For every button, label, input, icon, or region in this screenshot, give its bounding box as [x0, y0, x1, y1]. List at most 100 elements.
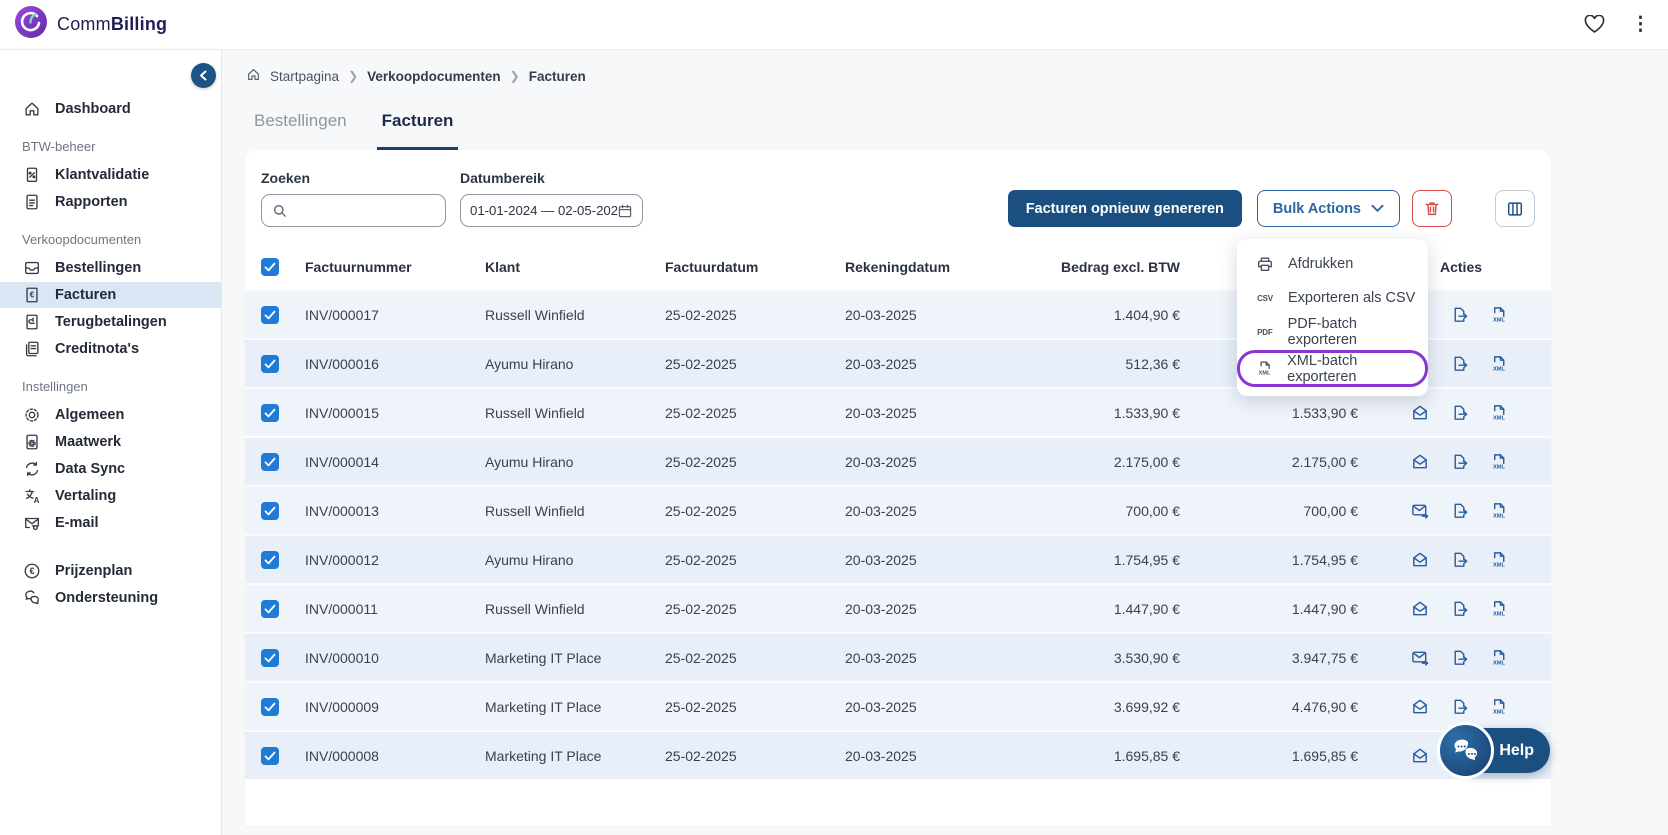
check-icon	[264, 408, 276, 417]
send-email-button[interactable]	[1410, 599, 1430, 618]
cell-amount-excl-btw: 1.695,85 €	[1113, 747, 1180, 764]
row-checkbox[interactable]	[261, 305, 279, 324]
sidebar-item-prijzenplan[interactable]: € Prijzenplan	[0, 558, 221, 584]
row-checkbox[interactable]	[261, 697, 279, 716]
row-checkbox[interactable]	[261, 648, 279, 667]
menu-item-exporteren-als-csv[interactable]: CSV Exporteren als CSV	[1237, 281, 1428, 315]
search-input[interactable]	[296, 202, 426, 219]
sidebar-item-facturen[interactable]: € Facturen	[0, 282, 221, 308]
row-checkbox[interactable]	[261, 403, 279, 422]
svg-text:XML: XML	[1493, 465, 1506, 471]
bulk-actions-button[interactable]: Bulk Actions	[1256, 190, 1400, 227]
send-email-button[interactable]	[1410, 550, 1430, 569]
sidebar-item-rapporten[interactable]: Rapporten	[0, 189, 221, 215]
favorites-heart-icon[interactable]	[1584, 15, 1605, 34]
export-file-button[interactable]	[1450, 305, 1469, 324]
breadcrumb-item-verkoopdocumenten[interactable]: Verkoopdocumenten	[367, 68, 501, 84]
table-row[interactable]: INV/000011 Russell Winfield 25-02-2025 2…	[245, 583, 1551, 632]
sidebar-item-email[interactable]: E-mail	[0, 510, 221, 536]
file-export-icon	[1454, 356, 1468, 371]
search-field: Zoeken	[261, 170, 446, 227]
sidebar-item-vertaling[interactable]: A Vertaling	[0, 483, 221, 509]
sidebar-item-maatwerk[interactable]: Maatwerk	[0, 429, 221, 455]
export-file-button[interactable]	[1450, 550, 1469, 569]
date-range-input[interactable]: 01-01-2024 — 02-05-202	[460, 194, 643, 227]
row-checkbox[interactable]	[261, 550, 279, 569]
table-row[interactable]: INV/000014 Ayumu Hirano 25-02-2025 20-03…	[245, 436, 1551, 485]
row-checkbox[interactable]	[261, 599, 279, 618]
export-xml-button[interactable]: XML	[1489, 403, 1508, 422]
column-header-klant[interactable]: Klant	[485, 258, 520, 275]
kebab-menu-icon[interactable]: ⋮	[1631, 14, 1650, 35]
export-file-button[interactable]	[1450, 599, 1469, 618]
export-file-button[interactable]	[1450, 648, 1469, 667]
table-row[interactable]: INV/000015 Russell Winfield 25-02-2025 2…	[245, 387, 1551, 436]
column-settings-button[interactable]	[1495, 190, 1535, 227]
chat-bubbles-icon[interactable]	[1437, 722, 1494, 779]
column-header-factuurdatum[interactable]: Factuurdatum	[665, 258, 759, 275]
breadcrumb-item-facturen[interactable]: Facturen	[528, 68, 586, 84]
row-checkbox[interactable]	[261, 501, 279, 520]
menu-item-afdrukken[interactable]: Afdrukken	[1237, 247, 1428, 281]
table-row[interactable]: INV/000008 Marketing IT Place 25-02-2025…	[245, 730, 1551, 779]
export-xml-button[interactable]: XML	[1489, 648, 1508, 667]
export-xml-button[interactable]: XML	[1489, 354, 1508, 373]
table-row[interactable]: INV/000009 Marketing IT Place 25-02-2025…	[245, 681, 1551, 730]
cell-billing-date: 20-03-2025	[845, 355, 917, 372]
gear-icon	[22, 406, 42, 424]
table-row[interactable]: INV/000010 Marketing IT Place 25-02-2025…	[245, 632, 1551, 681]
send-email-button[interactable]	[1410, 501, 1430, 520]
export-file-button[interactable]	[1450, 403, 1469, 422]
menu-item-pdf-batch-exporteren[interactable]: PDF PDF-batch exporteren	[1237, 315, 1428, 349]
export-file-button[interactable]	[1450, 501, 1469, 520]
sidebar-item-bestellingen[interactable]: Bestellingen	[0, 255, 221, 281]
export-xml-button[interactable]: XML	[1489, 305, 1508, 324]
sidebar-item-dashboard[interactable]: Dashboard	[0, 96, 221, 122]
sidebar-collapse-button[interactable]	[191, 63, 216, 88]
send-email-button[interactable]	[1410, 746, 1430, 765]
sidebar-item-terugbetalingen[interactable]: Terugbetalingen	[0, 309, 221, 335]
sidebar-item-data-sync[interactable]: Data Sync	[0, 456, 221, 482]
export-xml-button[interactable]: XML	[1489, 599, 1508, 618]
send-email-button[interactable]	[1410, 452, 1430, 471]
send-email-button[interactable]	[1410, 697, 1430, 716]
sidebar-item-klantvalidatie[interactable]: Klantvalidatie	[0, 162, 221, 188]
export-xml-button[interactable]: XML	[1489, 452, 1508, 471]
export-file-button[interactable]	[1450, 697, 1469, 716]
breadcrumb-item-startpagina[interactable]: Startpagina	[270, 68, 340, 84]
export-file-button[interactable]	[1450, 354, 1469, 373]
sidebar-item-creditnotas[interactable]: Creditnota's	[0, 336, 221, 362]
cell-invoice-date: 25-02-2025	[665, 355, 737, 372]
menu-item-xml-batch-exporteren[interactable]: XML XML-batch exporteren	[1237, 350, 1428, 387]
send-email-button[interactable]	[1410, 403, 1430, 422]
cell-amount-excl-btw: 2.175,00 €	[1113, 453, 1180, 470]
row-checkbox[interactable]	[261, 452, 279, 471]
cell-invoice-number: INV/000014	[305, 453, 379, 470]
row-checkbox[interactable]	[261, 354, 279, 373]
export-xml-button[interactable]: XML	[1489, 501, 1508, 520]
tab-facturen[interactable]: Facturen	[376, 111, 459, 150]
table-row[interactable]: INV/000013 Russell Winfield 25-02-2025 2…	[245, 485, 1551, 534]
export-file-button[interactable]	[1450, 452, 1469, 471]
row-checkbox[interactable]	[261, 746, 279, 765]
brand-logo[interactable]: CommBilling	[14, 5, 167, 44]
breadcrumb-home-icon[interactable]	[246, 67, 261, 85]
export-xml-button[interactable]: XML	[1489, 697, 1508, 716]
sidebar-item-algemeen[interactable]: Algemeen	[0, 402, 221, 428]
tab-bestellingen[interactable]: Bestellingen	[254, 111, 347, 130]
sidebar-item-ondersteuning[interactable]: Ondersteuning	[0, 585, 221, 611]
cell-amount-excl-btw: 1.754,95 €	[1113, 551, 1180, 568]
send-email-button[interactable]	[1410, 648, 1430, 667]
support-chat-icon	[22, 589, 42, 607]
column-header-bedrag-excl-btw[interactable]: Bedrag excl. BTW	[1060, 258, 1180, 275]
regenerate-invoices-button[interactable]: Facturen opnieuw genereren	[1007, 190, 1242, 227]
table-row[interactable]: INV/000012 Ayumu Hirano 25-02-2025 20-03…	[245, 534, 1551, 583]
column-header-rekeningdatum[interactable]: Rekeningdatum	[845, 258, 951, 275]
column-header-factuurnummer[interactable]: Factuurnummer	[305, 258, 412, 275]
euro-circle-icon: €	[22, 562, 42, 580]
cell-invoice-number: INV/000008	[305, 747, 379, 764]
delete-button[interactable]	[1412, 190, 1452, 227]
sidebar-item-label: Prijzenplan	[55, 563, 133, 579]
export-xml-button[interactable]: XML	[1489, 550, 1508, 569]
select-all-checkbox[interactable]	[261, 257, 279, 276]
